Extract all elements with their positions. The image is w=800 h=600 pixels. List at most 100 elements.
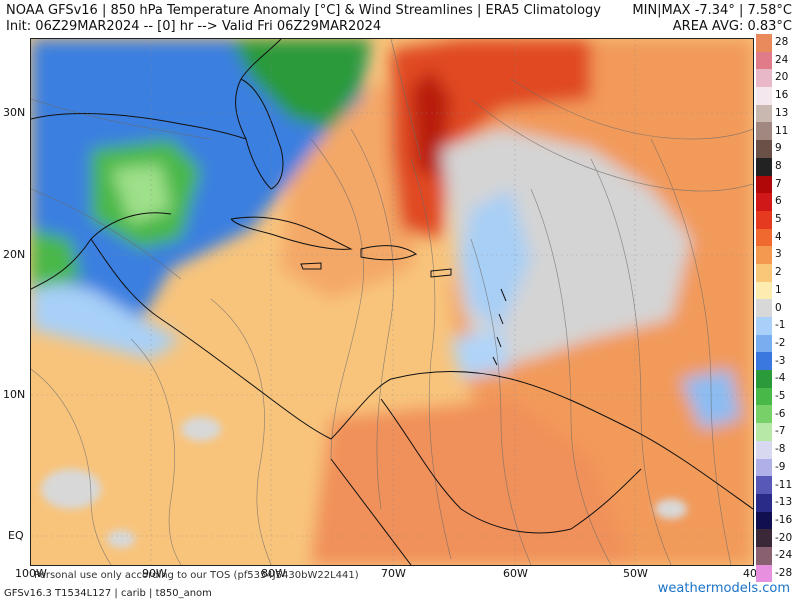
colorbar-tick-label: -20 [775, 531, 793, 544]
colorbar-tick-label: 2 [775, 266, 782, 279]
colorbar-tick-label: 24 [775, 53, 789, 66]
area-average-readout: AREA AVG: 0.83°C [672, 19, 792, 34]
hot-anomaly-core-inner [411, 69, 451, 179]
colorbar-tick-label: 7 [775, 177, 782, 190]
colorbar-swatch [756, 140, 772, 158]
colorbar-swatch [756, 387, 772, 406]
lat-label-10n: 10N [3, 388, 26, 401]
wind-streamline [530, 188, 612, 565]
wind-streamline [350, 128, 394, 510]
neutral-patch-central [655, 499, 687, 519]
lat-label-30n: 30N [3, 106, 26, 119]
colorbar-swatch [756, 51, 772, 70]
venezuela-border [380, 398, 572, 534]
map-title: NOAA GFSv16 | 850 hPa Temperature Anomal… [6, 3, 601, 18]
colorbar-swatch [756, 458, 772, 477]
wind-streamline [210, 298, 272, 565]
colorbar-swatch [756, 157, 772, 176]
colorbar-swatch [756, 493, 772, 512]
wind-streamline [650, 138, 732, 565]
colorbar-swatch [756, 299, 772, 317]
colombia-border [330, 458, 412, 565]
colorbar-swatch [756, 228, 772, 247]
min-max-readout: MIN|MAX -7.34° | 7.58°C [632, 3, 792, 18]
lat-label-20n: 20N [3, 248, 26, 261]
colorbar-tick-label: -13 [775, 496, 793, 509]
wind-streamline [410, 158, 452, 560]
colorbar-tick-label: -5 [775, 390, 786, 402]
light-cool-fringe [31, 279, 181, 359]
colorbar-swatch [756, 440, 772, 459]
colorbar-swatch [756, 405, 772, 424]
colorbar-swatch [756, 281, 772, 300]
colorbar-tick-label: 8 [775, 159, 782, 172]
gulf-coast [31, 113, 247, 140]
colorbar-swatch [756, 104, 772, 123]
coastlines [31, 39, 753, 565]
jamaica-outline [300, 262, 322, 270]
colorbar-swatch [756, 564, 772, 583]
colorbar-tick-label: -6 [775, 407, 786, 420]
graticule [31, 39, 753, 565]
colorbar-swatch [756, 122, 772, 141]
colorbar-swatch [756, 193, 772, 211]
neutral-patch-west [41, 469, 101, 509]
green-cold-core-southwest [31, 229, 81, 289]
colorbar-swatch [756, 263, 772, 282]
lat-label-equator: EQ [8, 529, 24, 542]
colorbar-swatch [756, 334, 772, 353]
colorbar-tick-label: -4 [775, 372, 786, 385]
colorbar-swatch [756, 529, 772, 547]
colorbar-tick-label: 5 [775, 213, 782, 225]
colorbar-swatch [756, 69, 772, 88]
central-america-coast [90, 238, 332, 440]
colorbar-tick-label: 13 [775, 106, 789, 119]
lon-label-50w: 50W [623, 567, 648, 580]
puerto-rico-outline [430, 268, 452, 278]
south-america-north-coast [330, 371, 753, 510]
colorbar-tick-label: -28 [775, 567, 793, 579]
florida-coast [235, 78, 284, 190]
colorbar-tick-label: 11 [775, 124, 789, 137]
colorbar-tick-label: -16 [775, 513, 793, 526]
colorbar-tick-label: -2 [775, 336, 786, 349]
mexico-coast [31, 212, 172, 290]
wind-streamline [510, 78, 753, 140]
wind-streamline [310, 138, 364, 460]
warm-anomaly-region-south [311, 399, 631, 565]
lon-label-80w: 80W [261, 567, 286, 580]
colorbar-tick-label: -3 [775, 354, 786, 367]
colorbar-tick-label: -1 [775, 319, 786, 332]
colorbar-swatch [756, 317, 772, 335]
colorbar-tick-label: 16 [775, 89, 789, 102]
wind-streamline [470, 98, 753, 192]
cool-anomaly-islands [451, 329, 511, 379]
wind-streamline [590, 158, 672, 565]
colorbar-tick-label: 28 [775, 36, 789, 48]
colorbar-swatch [756, 34, 772, 52]
colorbar-swatch [756, 87, 772, 105]
colorbar-tick-label: 1 [775, 283, 782, 296]
colorbar-swatch [756, 175, 772, 194]
temperature-anomaly-map [30, 38, 754, 566]
lon-label-100w: 100W [15, 567, 47, 580]
colorbar [756, 34, 772, 583]
wind-streamline [31, 98, 212, 140]
us-atlantic-coast [240, 39, 282, 80]
colorbar-tick-label: -24 [775, 549, 793, 562]
colorbar-tick-label: -8 [775, 443, 786, 456]
colorbar-swatch [756, 352, 772, 371]
colorbar-swatch [756, 423, 772, 441]
colorbar-swatch [756, 511, 772, 530]
hispaniola-outline [360, 245, 418, 261]
colorbar-swatch [756, 546, 772, 565]
colorbar-tick-label: -11 [775, 478, 793, 491]
colorbar-tick-label: -7 [775, 425, 786, 438]
light-green-patch [111, 164, 171, 224]
colorbar-tick-label: 0 [775, 301, 782, 314]
green-cold-core-north [231, 39, 371, 129]
brand-logo-text[interactable]: weathermodels.com [657, 581, 790, 596]
wind-streamline [390, 39, 422, 160]
colorbar-swatch [756, 246, 772, 264]
colorbar-tick-label: 3 [775, 248, 782, 261]
